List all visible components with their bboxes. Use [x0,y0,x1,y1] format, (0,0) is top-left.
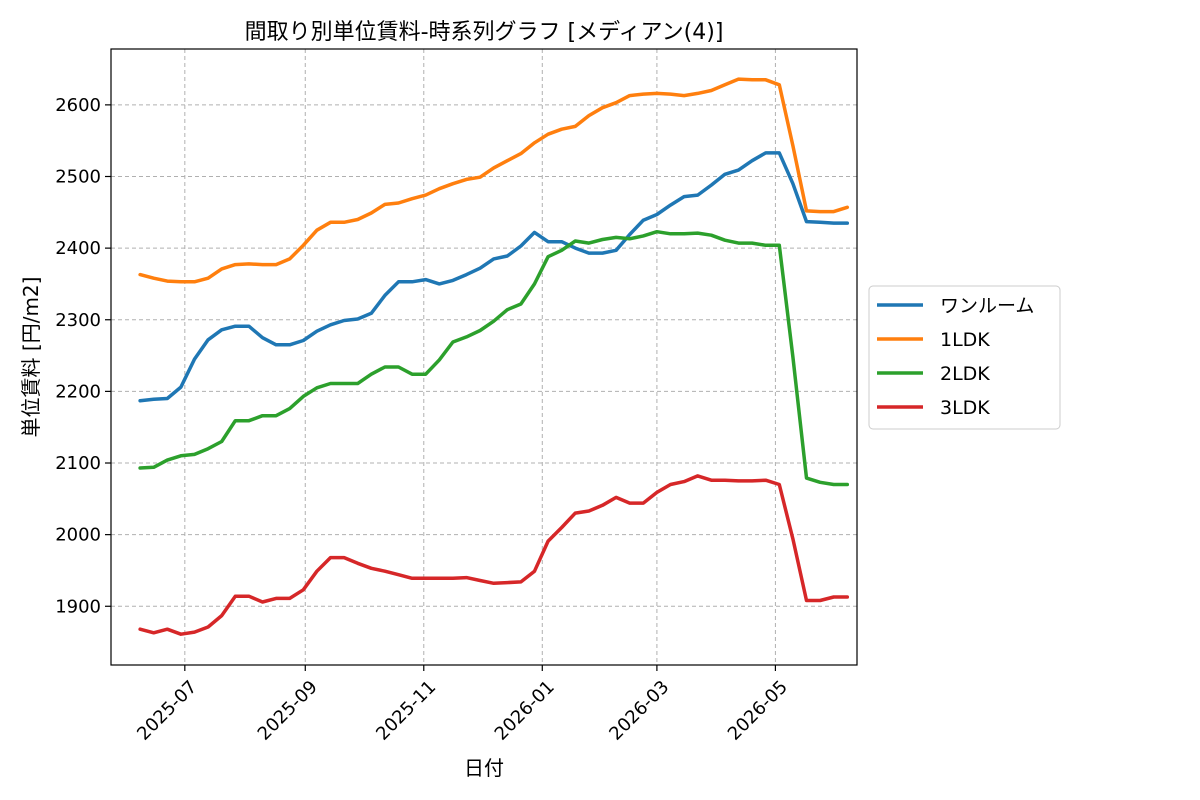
legend: ワンルーム 1LDK 2LDK 3LDK [868,285,1061,430]
y-axis-label: 単位賃料 [円/m2] [19,277,43,438]
grid-lines [111,49,857,665]
y-tick-label: 2300 [55,310,101,331]
legend-label-2: 2LDK [940,363,990,385]
series-line-0 [138,151,850,403]
legend-label-3: 3LDK [940,397,990,419]
plot-frame [110,48,858,666]
x-tick-label: 2026-03 [605,677,673,745]
x-axis-label: 日付 [464,756,504,780]
y-tick-label: 2500 [55,166,101,187]
y-tick-label: 2200 [55,381,101,402]
x-tick-label: 2026-05 [724,677,792,745]
x-tick-label: 2026-01 [491,677,559,745]
x-axis: 2025-07 2025-09 2025-11 2026-01 2026-03 2026-… [133,665,792,745]
x-tick-label: 2025-07 [133,677,201,745]
series-lines [138,77,850,636]
y-axis: 1900 2000 2100 2200 2300 2400 2500 2600 [55,95,111,617]
legend-label-0: ワンルーム [940,295,1034,317]
y-tick-label: 2100 [55,453,101,474]
legend-box [868,285,1061,430]
series-line-1 [138,77,850,284]
y-tick-label: 2400 [55,238,101,259]
y-tick-label: 1900 [55,596,101,617]
y-tick-label: 2000 [55,525,101,546]
x-tick-label: 2025-11 [372,677,440,745]
chart-title: 間取り別単位賃料-時系列グラフ [メディアン(4)] [245,20,724,45]
legend-label-1: 1LDK [940,329,990,351]
series-line-3 [138,474,850,636]
series-line-2 [138,229,850,487]
y-tick-label: 2600 [55,95,101,116]
x-tick-label: 2025-09 [254,677,322,745]
